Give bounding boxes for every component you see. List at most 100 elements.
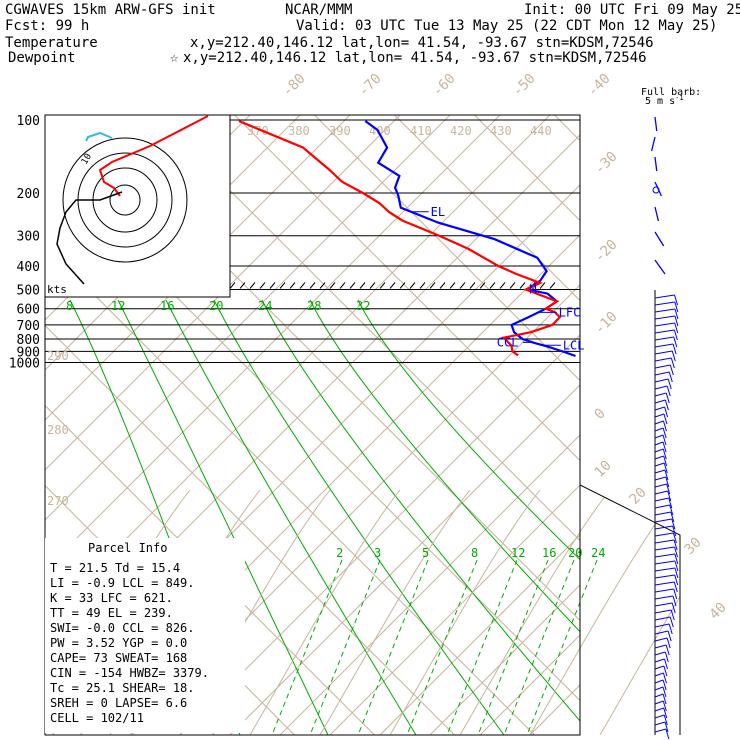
wind-barb	[654, 504, 674, 516]
barb-flag	[663, 665, 668, 677]
hodograph-ring-4	[62, 137, 188, 263]
isobar-hatch	[239, 282, 246, 289]
parcel-row: SREH = 0 LAPSE= 6.6	[50, 696, 187, 710]
wind-barb	[654, 156, 658, 172]
barb-flag	[662, 420, 667, 432]
isotherm-line	[314, 115, 580, 382]
temperature-trace	[364, 120, 576, 358]
barb-staff	[654, 413, 665, 418]
parcel-info-box	[45, 538, 245, 733]
pressure-tick-label: 100	[17, 114, 40, 129]
mixing-ratio-line	[117, 299, 329, 735]
barb-flag	[664, 469, 669, 481]
isobar-hatch	[459, 282, 466, 289]
barb-flag	[662, 448, 667, 460]
isobar-hatch	[389, 282, 396, 289]
barb-flag	[668, 623, 673, 635]
mixing-ratio-label: 5	[422, 546, 429, 560]
barb-flag	[662, 693, 667, 705]
wind-barb	[654, 609, 675, 621]
barb-flag	[670, 357, 675, 369]
wind-barb	[654, 322, 679, 334]
forecast-hour: Fcst: 99 h	[5, 18, 89, 34]
isobar-hatch	[379, 282, 386, 289]
mixing-ratio-label: 12	[111, 299, 125, 313]
barb-flag	[674, 574, 679, 586]
isobar-hatch	[299, 282, 306, 289]
wind-barb	[654, 116, 658, 132]
wind-barb	[654, 448, 667, 460]
barb-flag	[669, 616, 674, 628]
wind-barb	[654, 658, 669, 670]
level-label-lfc: LFC	[559, 305, 581, 319]
barb-flag	[664, 406, 669, 418]
dewpoint-location: x,y=212.40,146.12 lat,lon= 41.54, -93.67…	[183, 50, 647, 66]
isobar-hatch	[489, 282, 496, 289]
moist-adiabat-line	[459, 489, 611, 735]
wind-barb	[654, 315, 679, 327]
barb-staff	[654, 420, 664, 425]
barb-flag	[673, 581, 678, 593]
hodograph-ring-label: 10	[80, 152, 94, 166]
barb-flag	[666, 385, 671, 397]
barb-flag	[670, 511, 675, 523]
init-time: Init: 00 UTC Fri 09 May 25	[524, 2, 740, 18]
barb-flag	[672, 532, 677, 544]
wind-barb	[654, 308, 679, 320]
mixing-ratio-dashed-line	[446, 559, 518, 735]
barb-flag	[674, 546, 679, 558]
adiabat-line	[45, 115, 351, 421]
mixing-ratio-label: 24	[591, 546, 605, 560]
wind-barb	[654, 567, 679, 579]
barb-staff	[654, 616, 671, 621]
isobar-hatch	[329, 282, 336, 289]
theta-label: 380	[288, 124, 310, 138]
parcel-row: CAPE= 73 SWEAT= 168	[50, 651, 187, 665]
wind-barb	[654, 259, 666, 275]
adiabat-line	[45, 115, 401, 471]
wind-barb	[654, 532, 677, 544]
parcel-info-title: Parcel Info	[88, 541, 167, 555]
barb-staff	[654, 434, 664, 439]
barb-flag	[671, 518, 676, 530]
isobar-hatch	[289, 282, 296, 289]
valid-time: Valid: 03 UTC Tue 13 May 25 (22 CDT Mon …	[296, 18, 717, 34]
barb-flag	[665, 476, 670, 488]
wind-barb	[654, 700, 667, 712]
mixing-ratio-label: 8	[471, 546, 478, 560]
barb-flag	[663, 714, 668, 726]
barb-flag	[665, 392, 670, 404]
wind-barb	[654, 413, 668, 425]
wind-barb	[654, 427, 667, 439]
plot-frame	[44, 114, 581, 736]
adiabat-line	[45, 115, 451, 521]
isobar-hatch	[419, 282, 426, 289]
wind-barb	[654, 462, 668, 474]
barb-staff	[654, 455, 664, 460]
barb-flag	[671, 602, 676, 614]
isotherm-line	[394, 115, 580, 302]
wind-barb	[654, 651, 669, 663]
wind-barb	[654, 679, 667, 691]
theta-label: 290	[47, 349, 69, 363]
barb-flag	[663, 455, 668, 467]
barb-flag	[664, 651, 669, 663]
wind-barb	[654, 546, 679, 558]
barb-staff	[654, 539, 675, 544]
mixing-ratio-dashed-line	[477, 559, 549, 735]
wind-barb	[654, 665, 668, 677]
moist-adiabat-line	[389, 489, 541, 735]
barb-key-title: Full barb:	[641, 87, 701, 98]
wind-barb	[650, 136, 656, 152]
isobar-hatch	[519, 282, 526, 289]
wind-barb	[654, 301, 679, 313]
barb-flag	[673, 539, 678, 551]
barb-flag	[672, 343, 677, 355]
adiabat-line	[379, 534, 580, 735]
barb-staff	[654, 658, 665, 663]
barb-staff	[654, 343, 674, 348]
pressure-tick-label: 1000	[9, 357, 40, 372]
barb-staff	[654, 399, 666, 404]
barb-flag	[669, 364, 674, 376]
barb-staff	[654, 637, 668, 642]
